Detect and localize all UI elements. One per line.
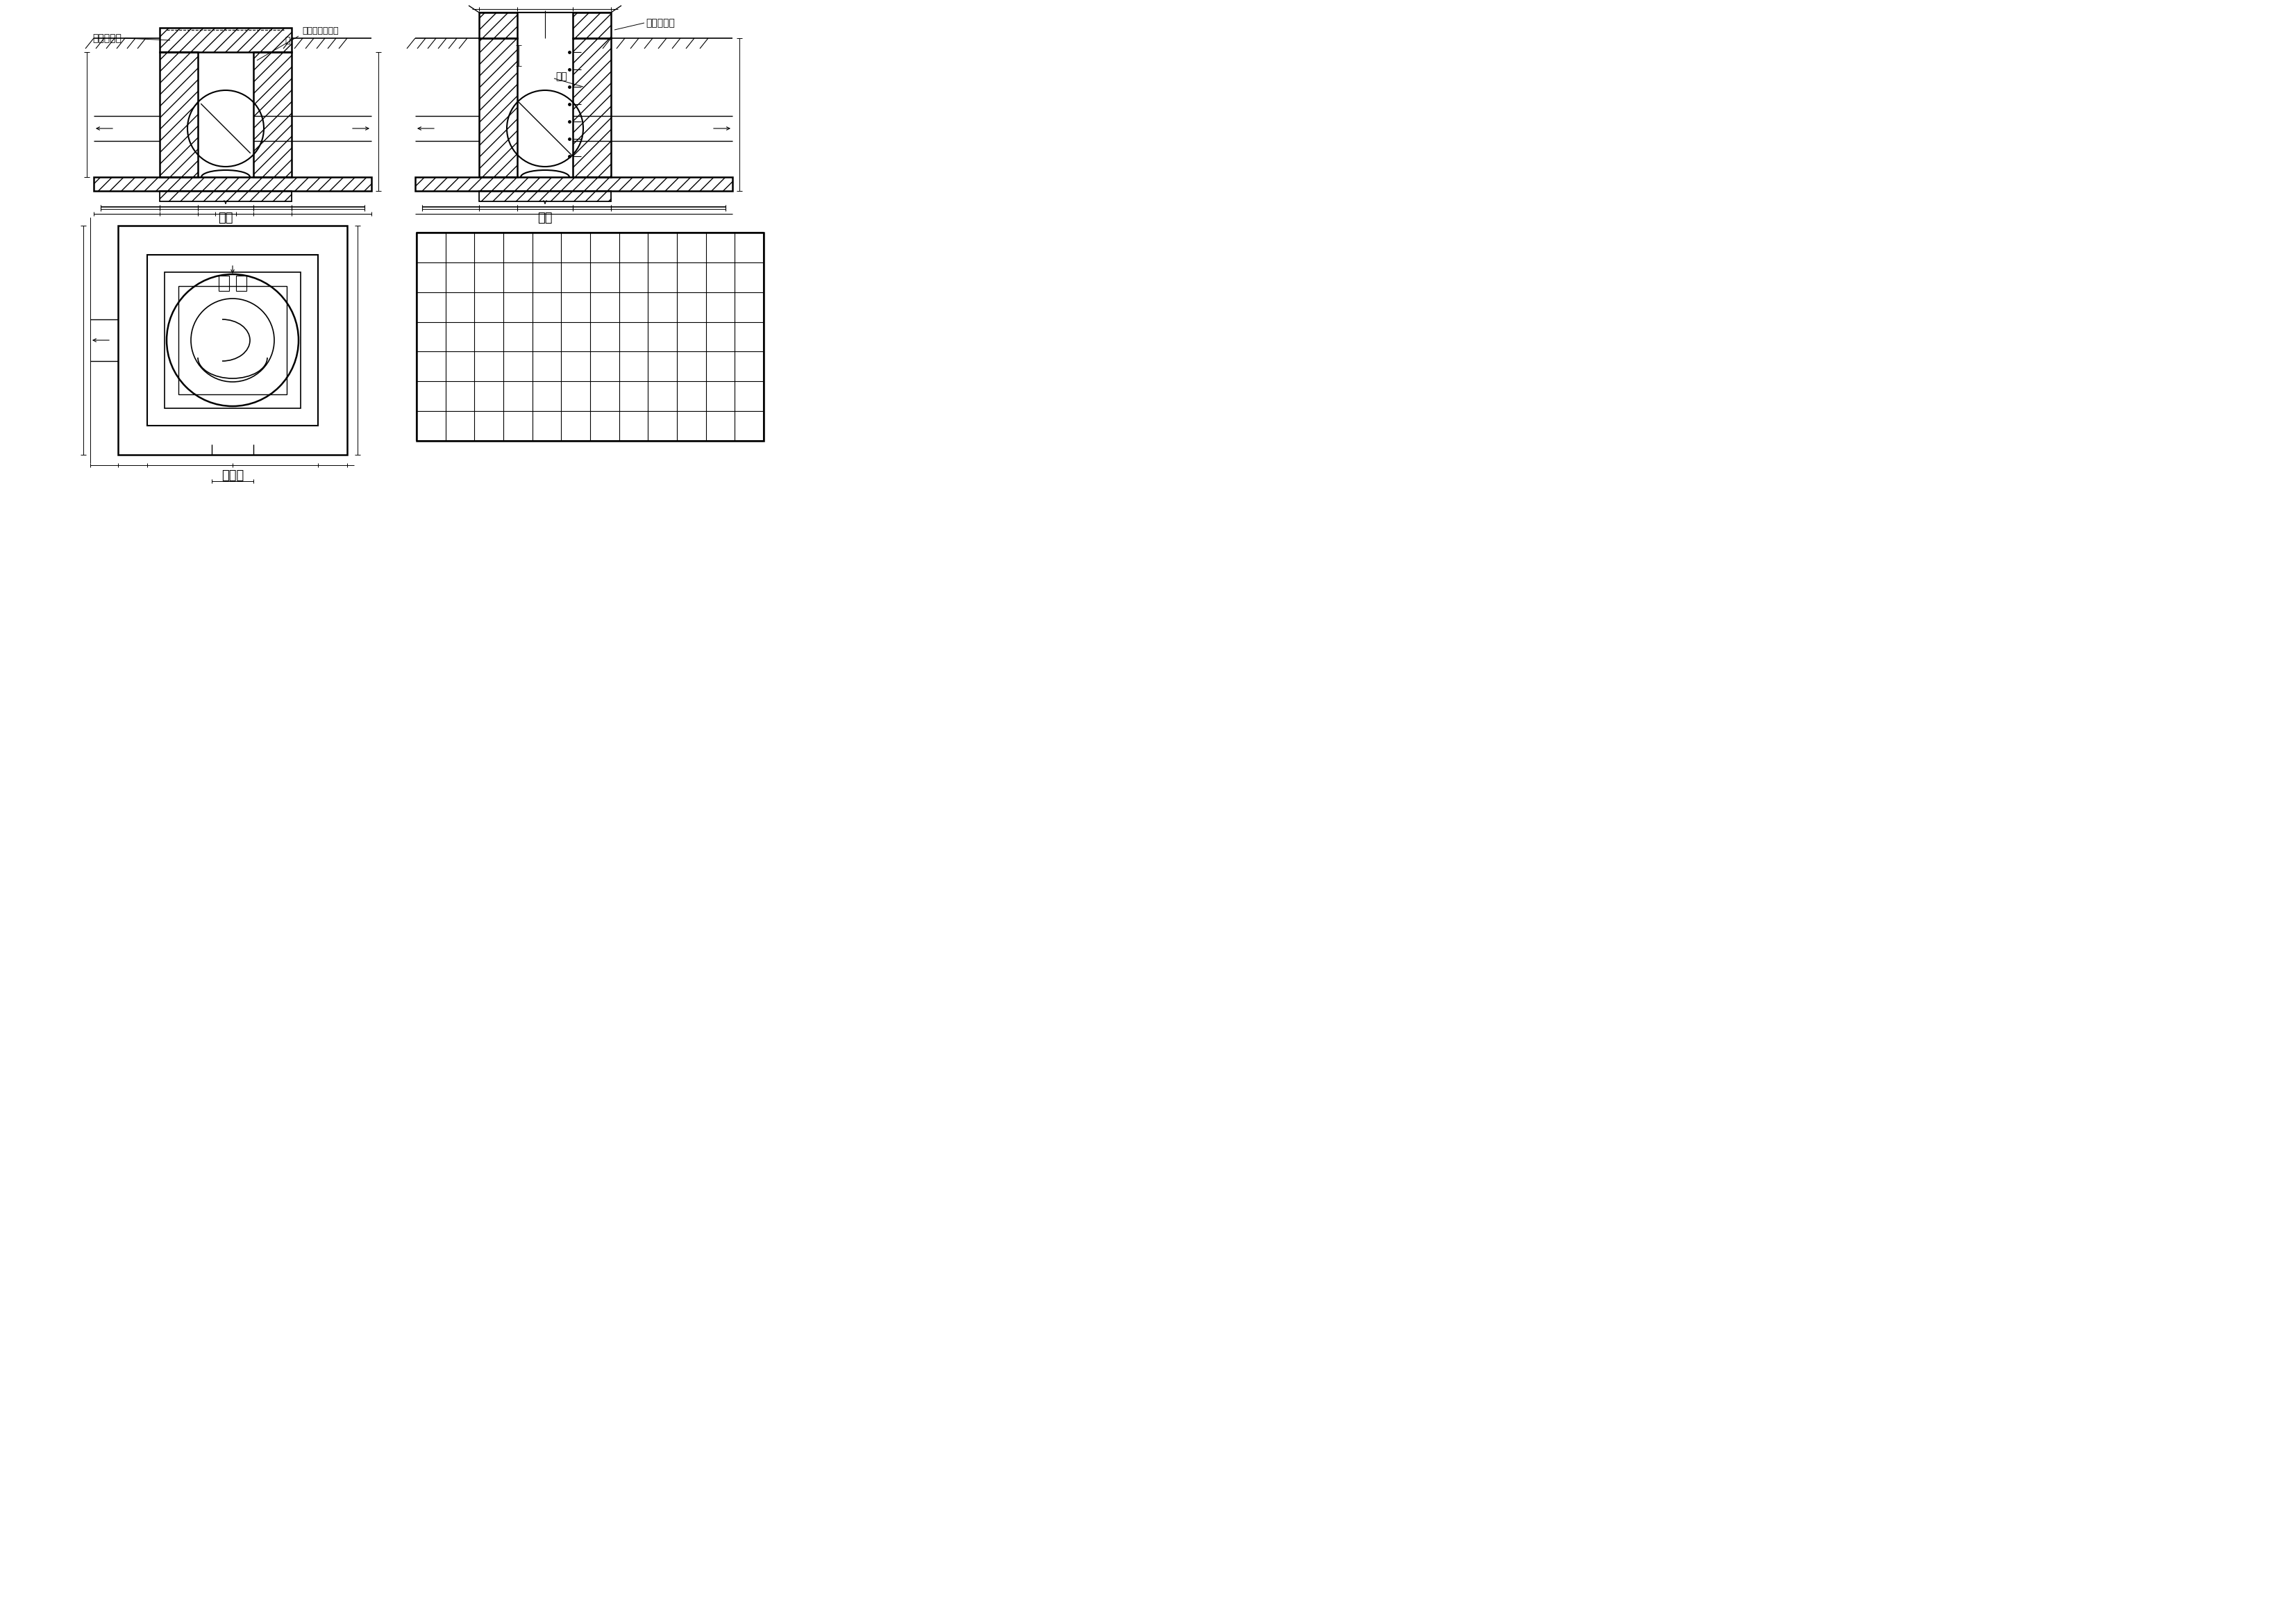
Bar — [179, 286, 287, 395]
Bar — [572, 39, 611, 177]
Bar — [416, 232, 765, 440]
Bar — [480, 39, 517, 177]
Bar — [236, 276, 246, 291]
Bar — [94, 177, 372, 192]
Bar — [161, 28, 292, 52]
Bar — [161, 192, 292, 201]
Bar — [161, 52, 197, 177]
Bar — [572, 13, 611, 39]
Bar — [161, 52, 197, 177]
Text: 混凝土盖板: 混凝土盖板 — [92, 34, 122, 44]
Bar — [480, 39, 517, 177]
Bar — [117, 226, 347, 455]
Text: 预制混凝土井筒: 预制混凝土井筒 — [303, 26, 338, 36]
Bar — [416, 177, 732, 192]
Bar — [480, 13, 517, 39]
Bar — [480, 192, 611, 201]
Bar — [416, 177, 732, 192]
Text: 踏步: 踏步 — [556, 71, 567, 81]
Bar — [218, 276, 230, 291]
Bar — [161, 192, 292, 201]
Bar — [161, 28, 292, 52]
Bar — [480, 192, 611, 201]
Text: 混凝土井筒: 混凝土井筒 — [645, 18, 675, 28]
Text: 剖面: 剖面 — [218, 211, 234, 224]
Bar — [480, 13, 517, 39]
Bar — [572, 39, 611, 177]
Bar — [253, 52, 292, 177]
Text: 平面图: 平面图 — [220, 469, 243, 482]
Bar — [147, 255, 317, 425]
Bar — [165, 273, 301, 408]
Bar — [253, 52, 292, 177]
Bar — [572, 13, 611, 39]
Text: 或: 或 — [285, 36, 289, 45]
Text: 剖面: 剖面 — [537, 211, 553, 224]
Bar — [94, 177, 372, 192]
